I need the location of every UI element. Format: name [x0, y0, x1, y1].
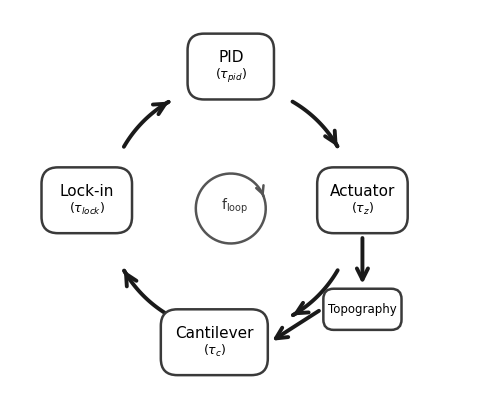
Text: Lock-in: Lock-in — [60, 184, 114, 199]
Text: Actuator: Actuator — [330, 184, 395, 199]
FancyBboxPatch shape — [317, 167, 408, 233]
FancyBboxPatch shape — [323, 289, 402, 330]
Text: ($\tau_{z}$): ($\tau_{z}$) — [351, 201, 374, 217]
Text: Topography: Topography — [328, 303, 397, 316]
FancyBboxPatch shape — [42, 167, 132, 233]
Text: ($\tau_{c}$): ($\tau_{c}$) — [203, 343, 226, 359]
FancyBboxPatch shape — [161, 309, 268, 375]
Text: ($\tau_{lock}$): ($\tau_{lock}$) — [69, 201, 105, 217]
FancyBboxPatch shape — [187, 34, 274, 100]
Text: ($\tau_{pid}$): ($\tau_{pid}$) — [215, 67, 247, 85]
Text: Cantilever: Cantilever — [175, 326, 253, 341]
Text: f$_{\mathregular{loop}}$: f$_{\mathregular{loop}}$ — [221, 197, 249, 216]
Text: PID: PID — [218, 50, 243, 65]
